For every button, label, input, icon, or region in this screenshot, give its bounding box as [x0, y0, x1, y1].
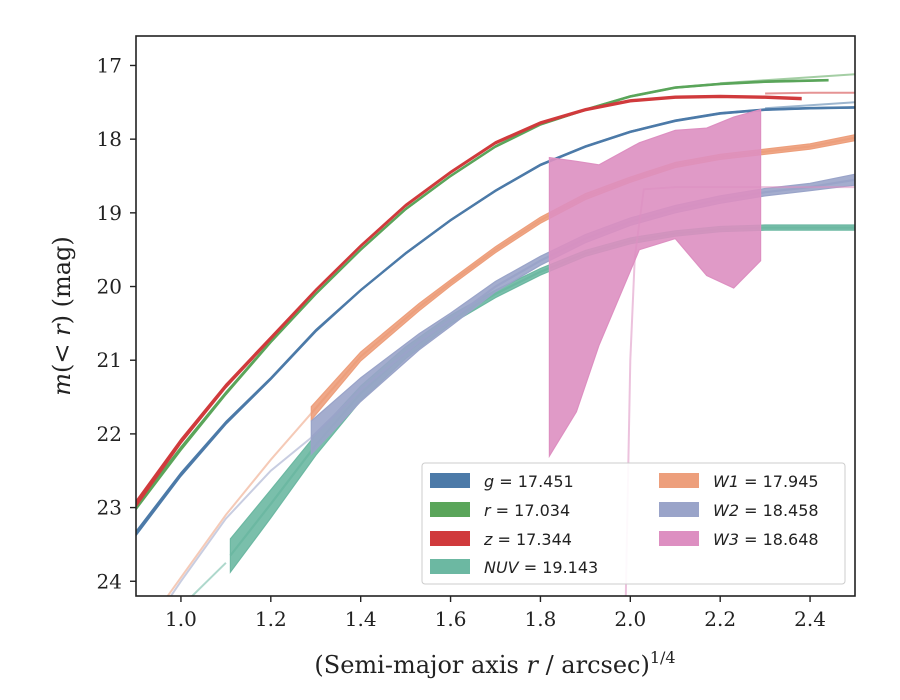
legend-item-g: g = 17.451	[430, 472, 574, 491]
legend-swatch-w1	[659, 473, 699, 488]
legend-label-r: r = 17.034	[484, 501, 570, 520]
series-g-model-line	[765, 101, 855, 110]
legend-item-z: z = 17.344	[430, 530, 572, 549]
x-axis-label-unit: / arcsec)	[538, 651, 650, 679]
x-axis-label-var: r	[526, 651, 539, 679]
y-tick-label: 19	[97, 201, 122, 225]
x-tick-label: 2.0	[614, 607, 646, 631]
series-w1-band	[310, 134, 855, 422]
legend: g = 17.451 r = 17.034 z = 17.344 NUV = 19.1…	[421, 462, 846, 585]
series-w3-band	[548, 108, 762, 459]
legend-box	[421, 462, 846, 585]
series-g-line	[136, 106, 855, 535]
legend-swatch-w3	[659, 531, 699, 546]
legend-label-w1: W1 = 17.945	[713, 472, 819, 491]
series-z-line	[136, 95, 802, 505]
series-r-line	[136, 79, 829, 509]
legend-swatch-z	[430, 531, 470, 546]
legend-label-z: z = 17.344	[483, 530, 572, 549]
legend-item-w1: W1 = 17.945	[659, 472, 819, 491]
series-w2-band	[310, 173, 855, 456]
y-tick-label: 18	[97, 127, 122, 151]
legend-label-w3: W3 = 18.648	[713, 530, 819, 549]
legend-label-w2: W2 = 18.458	[713, 501, 819, 520]
y-tick-label: 20	[97, 275, 122, 299]
legend-item-nuv: NUV = 19.143	[430, 558, 598, 577]
plot-area	[136, 73, 855, 596]
series-nuv-model-line	[190, 562, 227, 596]
legend-label-g: g = 17.451	[484, 472, 574, 491]
series-w1-model-line	[166, 412, 313, 596]
y-axis-label-var: r	[48, 323, 76, 336]
series-w2-model-line	[169, 436, 312, 596]
x-tick-label: 2.4	[794, 607, 826, 631]
y-axis-label-rest: ) (mag)	[48, 236, 76, 324]
x-tick-label: 1.6	[435, 607, 467, 631]
y-axis-label: m(< r) (mag)	[48, 236, 76, 396]
legend-label-nuv: NUV = 19.143	[484, 558, 598, 577]
legend-swatch-nuv	[430, 559, 470, 574]
legend-swatch-w2	[659, 502, 699, 517]
x-tick-label: 1.4	[345, 607, 377, 631]
y-tick-label: 22	[97, 422, 122, 446]
plot-frame	[135, 35, 856, 597]
legend-item-r: r = 17.034	[430, 501, 570, 520]
y-tick-label: 21	[97, 348, 122, 372]
y-tick-label: 17	[97, 53, 122, 77]
y-tick-label: 23	[97, 496, 122, 520]
x-axis-label: (Semi-major axis r / arcsec)1/4	[314, 648, 675, 679]
legend-swatch-r	[430, 502, 470, 517]
series-z-model-line	[765, 91, 855, 95]
x-tick-label: 1.0	[165, 607, 197, 631]
y-axis-label-m: m	[48, 373, 76, 396]
legend-item-w2: W2 = 18.458	[659, 501, 819, 520]
legend-item-w3: W3 = 18.648	[659, 530, 819, 549]
x-axis-label-sup: 1/4	[650, 648, 676, 667]
y-axis-label-paren: (<	[48, 336, 76, 373]
legend-swatch-g	[430, 473, 470, 488]
x-tick-label: 1.2	[255, 607, 287, 631]
x-axis-label-main: (Semi-major axis	[314, 651, 526, 679]
x-tick-label: 2.2	[704, 607, 736, 631]
x-tick-label: 1.8	[525, 607, 557, 631]
axis-ticks: 1.0 1.2 1.4 1.6 1.8 2.0 2.2 2.4 17 18 19 20 21 22 23 24	[97, 53, 826, 631]
y-tick-label: 24	[97, 569, 122, 593]
